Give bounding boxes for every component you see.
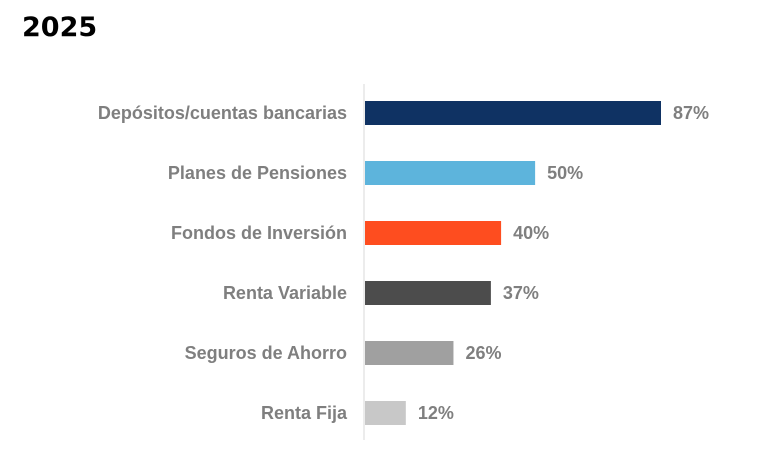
- data-label: 37%: [503, 283, 539, 303]
- bar: [365, 281, 491, 305]
- category-label: Depósitos/cuentas bancarias: [98, 103, 347, 123]
- data-label: 50%: [547, 163, 583, 183]
- category-label: Renta Variable: [223, 283, 347, 303]
- category-label: Renta Fija: [261, 403, 348, 423]
- bar: [365, 401, 406, 425]
- data-label: 26%: [465, 343, 501, 363]
- data-label: 12%: [418, 403, 454, 423]
- category-label: Seguros de Ahorro: [185, 343, 347, 363]
- category-label: Fondos de Inversión: [171, 223, 347, 243]
- chart-title: 2025: [22, 12, 98, 43]
- bar: [365, 221, 502, 245]
- bar: [365, 341, 454, 365]
- bar: [365, 161, 536, 185]
- data-label: 40%: [513, 223, 549, 243]
- data-label: 87%: [673, 103, 709, 123]
- bar: [365, 101, 661, 125]
- category-label: Planes de Pensiones: [168, 163, 347, 183]
